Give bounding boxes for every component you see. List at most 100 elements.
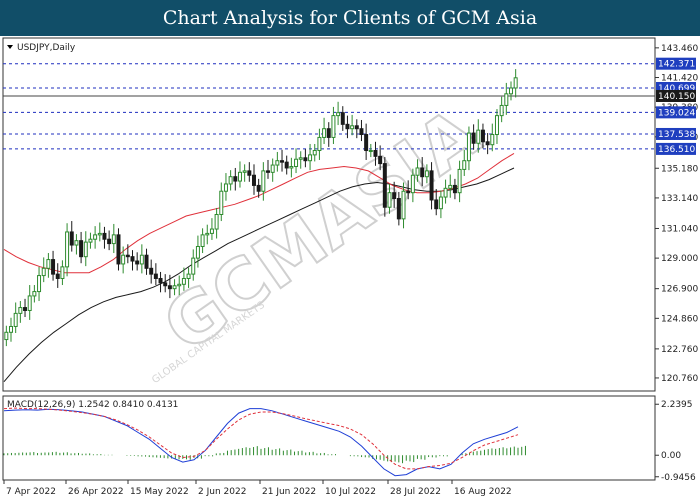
candle-body: [181, 277, 186, 285]
candle: [508, 81, 513, 101]
candle: [27, 285, 32, 320]
candle: [331, 106, 336, 144]
candle: [289, 157, 294, 178]
candle-body: [294, 158, 299, 168]
candle: [214, 207, 219, 239]
candle-body: [345, 123, 350, 130]
candle-body: [420, 167, 425, 178]
candle-body: [336, 112, 341, 117]
candle: [438, 190, 443, 219]
candle: [149, 259, 154, 284]
candle: [504, 82, 509, 115]
candle-body: [88, 238, 93, 243]
candle: [97, 222, 102, 242]
candle-body: [83, 241, 88, 258]
level-label-box: [656, 142, 696, 155]
price-tick-label: 120.760: [661, 374, 698, 384]
candle-body: [172, 285, 177, 290]
candle-body: [303, 157, 308, 162]
price-tick-label: 126.900: [661, 285, 698, 295]
candle: [83, 231, 88, 267]
candle-body: [209, 228, 214, 234]
candle-body: [308, 154, 313, 162]
level-label: 142.371: [658, 60, 695, 70]
level-label-box: [656, 127, 696, 140]
candle: [466, 126, 471, 171]
candle: [186, 267, 191, 288]
candle-body: [97, 232, 102, 236]
candle-body: [280, 160, 285, 163]
candle-body: [242, 170, 247, 173]
candle: [200, 228, 205, 254]
candle-body: [368, 150, 373, 153]
candle-body: [167, 285, 172, 290]
candle-body: [406, 190, 411, 194]
candle-body: [359, 128, 364, 136]
candle-body: [438, 196, 443, 210]
candle: [74, 234, 79, 255]
candle: [219, 182, 224, 222]
candle-body: [93, 234, 98, 240]
candle: [153, 263, 158, 286]
candle-body: [513, 77, 518, 89]
candle: [476, 119, 481, 153]
candle: [242, 164, 247, 182]
candle-body: [401, 190, 406, 220]
candle-body: [275, 160, 280, 166]
candle: [251, 164, 256, 195]
candle: [345, 115, 350, 139]
price-tick-label: 129.000: [661, 254, 698, 264]
candle: [340, 106, 345, 131]
candle-body: [144, 254, 149, 269]
candle-body: [261, 170, 266, 192]
level-label-box: [656, 57, 696, 70]
candle: [125, 244, 130, 264]
candle: [37, 266, 42, 302]
candle: [354, 119, 359, 139]
level-label: 139.024: [658, 108, 695, 118]
candle: [480, 123, 485, 149]
candle-body: [298, 157, 303, 160]
candle: [457, 160, 462, 203]
candle: [308, 143, 313, 171]
candle: [298, 151, 303, 169]
candle: [312, 143, 317, 162]
candle: [350, 114, 355, 136]
candle: [51, 250, 56, 281]
candle-body: [153, 273, 158, 279]
candle: [9, 317, 14, 342]
price-tick-label: 124.860: [661, 314, 698, 324]
candle-body: [46, 259, 51, 269]
candle-body: [125, 254, 130, 258]
candle-body: [340, 112, 345, 125]
candle-body: [434, 199, 439, 210]
candle-body: [228, 176, 233, 185]
candle: [111, 223, 116, 254]
macd-tick-label: 2.2395: [661, 400, 693, 410]
level-label: 137.538: [658, 130, 695, 140]
candle: [32, 285, 37, 303]
candle: [55, 263, 60, 288]
candle: [266, 159, 271, 179]
candle: [322, 117, 327, 144]
candle: [135, 252, 140, 271]
macd-indicator: 2.2395 0.00 -0.9456: [3, 400, 696, 483]
candle-body: [504, 93, 509, 106]
candle: [172, 279, 177, 296]
candle-body: [251, 174, 256, 186]
candle: [429, 162, 434, 210]
candle-body: [476, 129, 481, 144]
candle: [434, 189, 439, 216]
candle: [205, 224, 210, 245]
candle: [448, 174, 453, 198]
candle: [247, 162, 252, 182]
candle-body: [429, 170, 434, 201]
candle: [336, 101, 341, 126]
candle: [326, 122, 331, 147]
candle-body: [462, 160, 467, 170]
candle-body: [55, 273, 60, 279]
candle-body: [135, 260, 140, 265]
time-tick-label: 2 Jun 2022: [198, 487, 246, 497]
candle: [499, 96, 504, 123]
symbol-arrow-icon: [7, 45, 13, 49]
